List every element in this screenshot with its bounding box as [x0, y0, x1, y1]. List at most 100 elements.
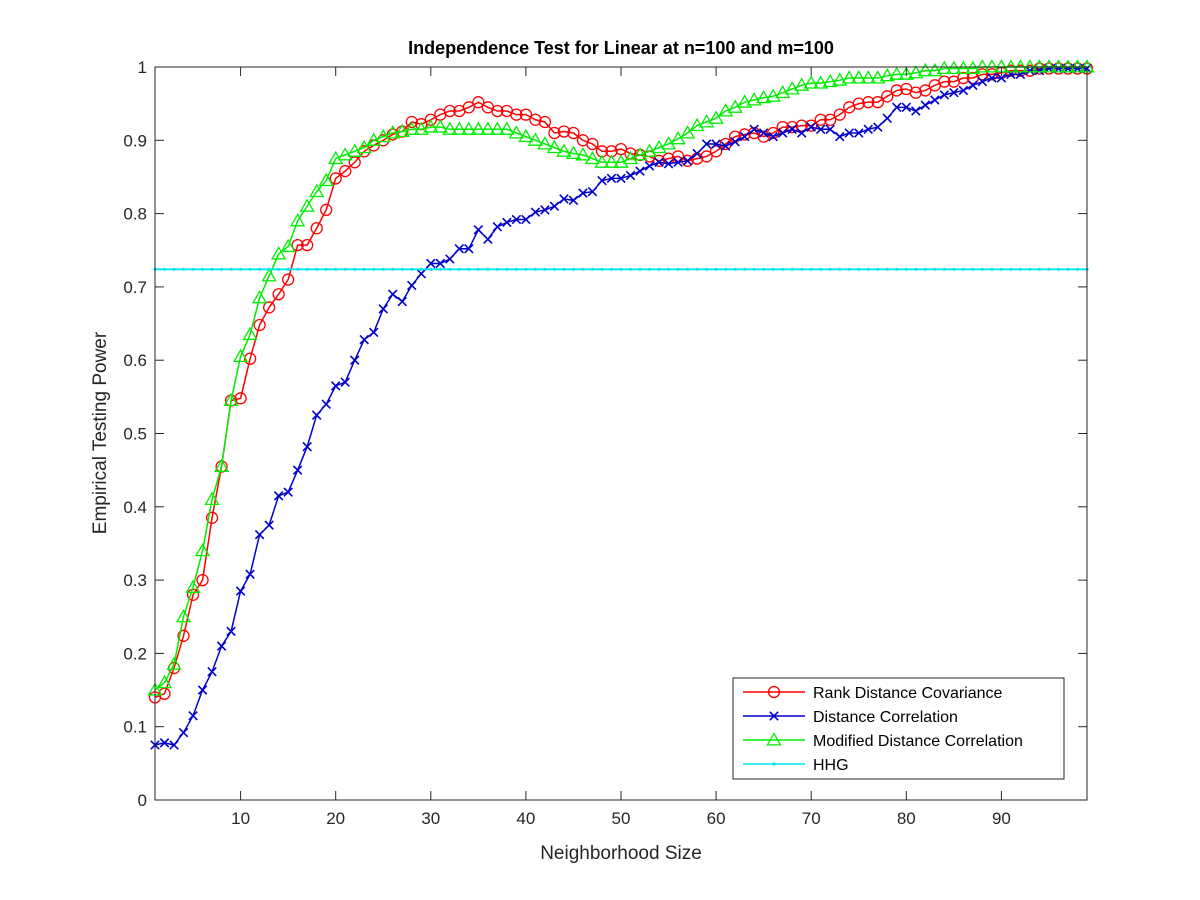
data-point-modified-distance-correlation — [955, 60, 971, 74]
data-point-hhg — [524, 267, 528, 271]
data-point-hhg — [429, 267, 433, 271]
data-point-modified-distance-correlation — [717, 103, 734, 117]
data-point-hhg — [248, 267, 252, 271]
data-point-hhg — [400, 267, 404, 271]
y-tick-label: 0.7 — [123, 278, 147, 297]
data-point-hhg — [210, 267, 214, 271]
data-point-modified-distance-correlation — [565, 145, 582, 160]
data-point-distance-correlation — [273, 491, 284, 501]
data-point-rank-distance-covariance — [909, 86, 922, 99]
data-point-hhg — [857, 267, 861, 271]
legend-entry-hhg: HHG — [743, 757, 849, 774]
y-tick-label: 1 — [138, 58, 147, 77]
data-point-modified-distance-correlation — [622, 150, 639, 165]
data-point-modified-distance-correlation — [404, 121, 420, 135]
data-point-distance-correlation — [720, 141, 731, 151]
data-point-rank-distance-covariance — [709, 145, 723, 158]
chart-title: Independence Test for Linear at n=100 an… — [408, 38, 834, 58]
data-point-modified-distance-correlation — [328, 150, 344, 165]
data-point-distance-correlation — [863, 124, 874, 135]
data-point-rank-distance-covariance — [234, 392, 247, 405]
data-point-modified-distance-correlation — [451, 121, 467, 135]
data-point-modified-distance-correlation — [822, 73, 838, 88]
data-point-modified-distance-correlation — [689, 117, 705, 132]
data-point-hhg — [657, 267, 661, 271]
x-tick-label: 40 — [516, 809, 535, 828]
data-point-hhg — [438, 267, 442, 271]
data-point-hhg — [609, 267, 614, 271]
data-point-rank-distance-covariance — [272, 288, 285, 301]
data-point-modified-distance-correlation — [499, 121, 515, 135]
data-point-modified-distance-correlation — [908, 65, 924, 79]
data-point-rank-distance-covariance — [205, 511, 219, 524]
data-point-hhg — [181, 267, 186, 271]
data-point-distance-correlation — [977, 76, 988, 87]
data-point-hhg — [362, 267, 366, 271]
data-point-distance-correlation — [264, 520, 274, 530]
data-point-modified-distance-correlation — [756, 89, 772, 104]
data-point-rank-distance-covariance — [890, 84, 903, 97]
data-point-modified-distance-correlation — [556, 143, 572, 157]
data-point-hhg — [533, 267, 538, 271]
data-point-hhg — [448, 267, 452, 271]
x-tick-label: 20 — [326, 809, 345, 828]
y-tick-label: 0 — [138, 791, 147, 810]
x-tick-label: 30 — [421, 809, 440, 828]
data-point-rank-distance-covariance — [462, 101, 475, 114]
data-point-modified-distance-correlation — [442, 121, 458, 135]
data-point-distance-correlation — [635, 166, 645, 176]
data-point-rank-distance-covariance — [529, 113, 542, 126]
data-point-hhg — [543, 267, 547, 271]
data-point-rank-distance-covariance — [329, 172, 342, 185]
data-point-hhg — [1056, 267, 1061, 271]
data-point-distance-correlation — [283, 487, 293, 497]
data-point-distance-correlation — [606, 173, 617, 184]
data-point-hhg — [600, 267, 604, 271]
data-point-rank-distance-covariance — [833, 108, 846, 121]
series-hhg — [153, 267, 1089, 271]
data-point-rank-distance-covariance — [881, 90, 894, 103]
data-point-distance-correlation — [663, 158, 674, 169]
data-point-modified-distance-correlation — [213, 458, 230, 473]
data-point-hhg — [324, 267, 328, 271]
data-point-modified-distance-correlation — [898, 66, 914, 80]
data-point-hhg — [1009, 267, 1013, 271]
data-point-hhg — [666, 267, 671, 271]
data-point-distance-correlation — [321, 399, 331, 409]
data-point-hhg — [771, 267, 775, 271]
data-point-modified-distance-correlation — [413, 121, 429, 135]
data-point-modified-distance-correlation — [1022, 59, 1038, 73]
data-point-hhg — [647, 267, 652, 271]
data-point-modified-distance-correlation — [489, 121, 505, 135]
data-point-hhg — [381, 267, 385, 271]
data-point-distance-correlation — [568, 195, 579, 206]
data-point-distance-correlation — [387, 289, 398, 299]
legend-swatch-marker — [766, 732, 782, 746]
data-point-rank-distance-covariance — [491, 104, 504, 118]
data-point-hhg — [219, 267, 224, 271]
data-point-distance-correlation — [949, 87, 959, 98]
data-point-modified-distance-correlation — [651, 139, 667, 154]
data-point-modified-distance-correlation — [280, 238, 296, 253]
data-point-distance-correlation — [292, 465, 303, 475]
data-point-hhg — [724, 267, 728, 271]
data-point-distance-correlation — [235, 586, 246, 596]
data-point-rank-distance-covariance — [243, 352, 257, 365]
data-point-distance-correlation — [359, 334, 369, 345]
data-point-distance-correlation — [930, 95, 940, 105]
data-point-hhg — [923, 267, 927, 271]
data-point-distance-correlation — [511, 214, 522, 225]
data-point-modified-distance-correlation — [679, 125, 696, 139]
data-point-hhg — [933, 267, 937, 271]
data-point-modified-distance-correlation — [1069, 59, 1086, 73]
data-point-modified-distance-correlation — [841, 70, 857, 84]
data-point-rank-distance-covariance — [301, 238, 314, 252]
data-point-hhg — [467, 267, 471, 271]
data-point-modified-distance-correlation — [385, 125, 401, 139]
data-point-hhg — [562, 267, 566, 271]
data-point-hhg — [999, 267, 1004, 271]
data-point-distance-correlation — [920, 100, 931, 110]
data-point-hhg — [743, 267, 747, 271]
data-point-hhg — [514, 267, 518, 271]
data-point-hhg — [942, 267, 946, 271]
